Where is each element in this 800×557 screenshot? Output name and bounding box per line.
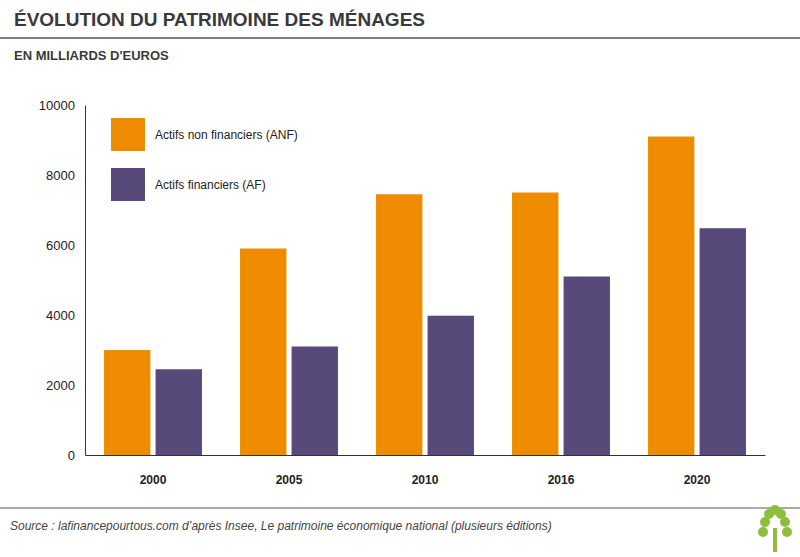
subtitle: EN MILLIARDS D'EUROS bbox=[14, 48, 169, 63]
footer-rule bbox=[0, 508, 800, 509]
x-tick-label: 2020 bbox=[684, 473, 711, 487]
y-tick-label: 4000 bbox=[46, 308, 75, 323]
x-tick: 2005 bbox=[276, 455, 303, 487]
bar bbox=[156, 369, 202, 455]
x-tick: 2020 bbox=[684, 455, 711, 487]
y-tick-label: 2000 bbox=[46, 378, 75, 393]
y-axis-line bbox=[85, 106, 86, 456]
legend-box bbox=[97, 107, 319, 207]
header-rule bbox=[0, 37, 800, 39]
x-tick-label: 2005 bbox=[276, 473, 303, 487]
legend: Actifs non financiers (ANF) Actifs financ… bbox=[97, 107, 319, 207]
logo-trunk bbox=[773, 528, 777, 552]
bars bbox=[104, 137, 746, 456]
x-tick: 2010 bbox=[412, 455, 439, 487]
source: Source : lafinancepourtous.com d’après I… bbox=[10, 519, 552, 533]
y-tick-label: 8000 bbox=[46, 168, 75, 183]
legend-swatch bbox=[111, 118, 145, 151]
y-tick-label: 0 bbox=[68, 448, 75, 463]
y-tick-label: 6000 bbox=[46, 238, 75, 253]
bar bbox=[700, 228, 746, 455]
x-tick-label: 2010 bbox=[412, 473, 439, 487]
bar bbox=[564, 277, 610, 456]
y-tick: 2000 bbox=[46, 378, 85, 393]
bar bbox=[292, 347, 338, 456]
bar bbox=[376, 194, 422, 455]
x-tick-label: 2000 bbox=[140, 473, 167, 487]
chart: ÉVOLUTION DU PATRIMOINE DES MÉNAGES EN MI… bbox=[0, 0, 800, 557]
legend-label: Actifs financiers (AF) bbox=[155, 178, 266, 192]
x-tick-label: 2016 bbox=[548, 473, 575, 487]
logo-leaf bbox=[770, 505, 780, 515]
x-tick: 2000 bbox=[140, 455, 167, 487]
legend-label: Actifs non financiers (ANF) bbox=[155, 128, 298, 142]
x-axis-line bbox=[86, 455, 766, 456]
logo-leaf bbox=[782, 527, 792, 537]
logo bbox=[758, 505, 792, 552]
legend-swatch bbox=[111, 168, 145, 201]
y-tick: 10000 bbox=[39, 98, 85, 113]
y-axis: 0 2000 4000 6000 8000 10000 bbox=[39, 98, 86, 463]
y-tick: 4000 bbox=[46, 308, 85, 323]
bar bbox=[104, 350, 150, 455]
bar bbox=[512, 193, 558, 456]
x-axis: 2000 2005 2010 2016 2020 bbox=[86, 455, 766, 487]
title: ÉVOLUTION DU PATRIMOINE DES MÉNAGES bbox=[14, 9, 425, 30]
y-tick-label: 10000 bbox=[39, 98, 75, 113]
bar bbox=[240, 249, 286, 456]
x-tick: 2016 bbox=[548, 455, 575, 487]
y-tick: 0 bbox=[68, 448, 85, 463]
y-tick: 6000 bbox=[46, 238, 85, 253]
y-tick: 8000 bbox=[46, 168, 85, 183]
logo-leaf bbox=[758, 527, 768, 537]
bar bbox=[428, 316, 474, 455]
bar bbox=[648, 137, 694, 456]
